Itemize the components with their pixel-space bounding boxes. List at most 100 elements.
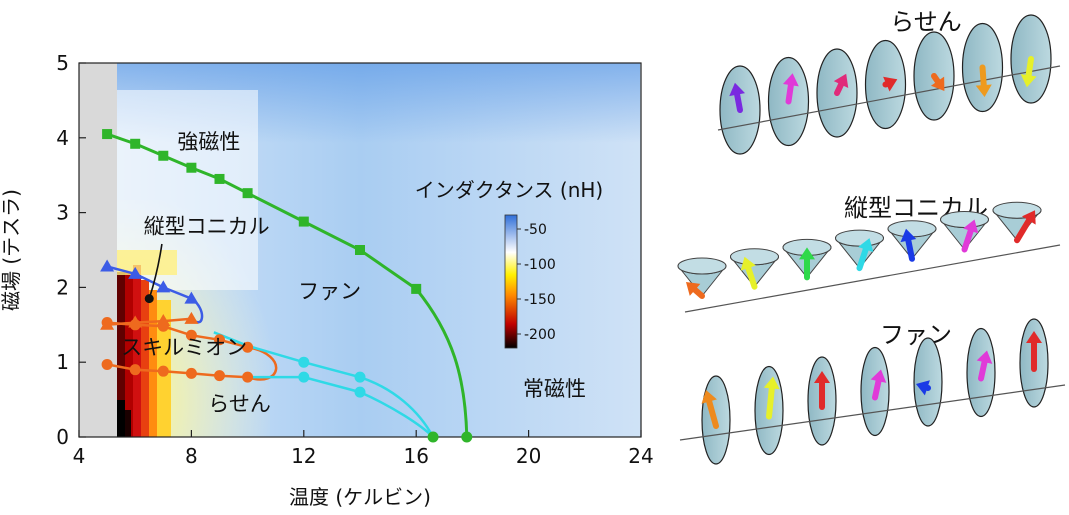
orange-upper-marker-2 (157, 320, 169, 332)
region-label-2: スキルミオン (121, 336, 247, 360)
colorbar-tick-label-3: -200 (524, 327, 556, 343)
region-label-4: 常磁性 (523, 377, 586, 401)
colorbar-tick-label-2: -150 (524, 292, 556, 308)
helix-arrow-2-head (833, 73, 849, 88)
cone-arrow-4 (900, 228, 917, 262)
cyan-upper-marker-1 (354, 371, 366, 383)
helix-arrow-4-head (930, 76, 945, 91)
orange-tri-marker-3 (184, 311, 199, 324)
orange-lower-marker-4 (214, 370, 225, 382)
helix-arrow-5 (975, 64, 992, 98)
cone-arrow-5-shaft (961, 227, 974, 253)
orange-lower-marker-2 (157, 365, 169, 377)
orange-upper-marker-0 (101, 317, 113, 329)
cone-rim-0 (677, 257, 727, 275)
colorbar-title: インダクタンス (nH) (415, 178, 603, 202)
cone-arrow-0-head (686, 282, 701, 296)
fan-arrow-1-shaft (766, 385, 775, 420)
orange-upper-marker-5 (242, 341, 254, 353)
orange-lower-marker-5 (242, 371, 254, 383)
blue-marker-3 (184, 291, 199, 304)
y-tick-label-1: 1 (56, 350, 69, 374)
cone-arrow-4-shaft (905, 237, 915, 262)
cone-rim-1 (730, 248, 779, 266)
fan-arrow-2-head (814, 371, 830, 383)
fan-arrow-3-shaft (872, 378, 882, 401)
helix-arrow-0 (729, 82, 745, 113)
helix-arrow-1-shaft (785, 82, 794, 105)
orange-lower-marker-1 (129, 364, 141, 376)
cone-arrow-4-head (900, 228, 917, 243)
fan-arrow-3-head (870, 369, 887, 383)
cone-arrow-2-head (799, 247, 815, 260)
orange-upper-marker-1 (129, 319, 141, 331)
fan-arrow-4 (916, 380, 931, 396)
cone-arrow-3-head (858, 238, 874, 253)
cone-arrow-5 (961, 219, 979, 253)
y-tick-label-0: 0 (56, 425, 69, 449)
helix-arrow-0-head (729, 82, 745, 97)
fan-panel: ファン (679, 318, 1066, 465)
y-tick-label-4: 4 (56, 126, 69, 150)
cone-arrow-0 (686, 282, 705, 299)
helix-arrow-1 (782, 73, 799, 105)
colorbar-ticks: -50 -100 -150 -200 (517, 222, 556, 343)
helix-arrow-3 (882, 76, 898, 92)
helix-arrow-5-head (975, 84, 992, 98)
cone-rim-3 (835, 229, 884, 247)
fan-arrow-3 (870, 369, 887, 401)
cone-axis (684, 244, 1061, 313)
orange-lower-marker-3 (185, 367, 197, 379)
annotation-pointer-0 (148, 243, 163, 299)
fan-axis (679, 384, 1066, 441)
helix-arrow-4 (930, 73, 945, 91)
green-marker-5 (242, 188, 253, 199)
conical-panel: 縦型コニカル (677, 194, 1061, 313)
cyan-end-marker (427, 431, 439, 443)
y-tick-label-5: 5 (56, 51, 69, 75)
x-tick-label-2: 12 (291, 444, 316, 468)
fan-arrow-6-head (1026, 331, 1042, 343)
cone-arrow-2 (799, 247, 815, 281)
orange-lower-marker-0 (101, 358, 113, 370)
green-end-marker (461, 431, 473, 443)
fan-arrow-0-head (701, 390, 717, 404)
fan-arrow-0-shaft (706, 398, 719, 429)
region-label-3: らせん (208, 392, 271, 416)
cyan-lower-marker-1 (354, 386, 366, 398)
cone-arrow-3 (856, 238, 874, 272)
orange-upper-marker-3 (185, 329, 197, 341)
fan-title: ファン (880, 321, 952, 349)
helix-arrow-2-shaft (834, 81, 845, 96)
x-axis-label: 温度 (ケルビン) (289, 485, 431, 509)
cyan-lower-marker-0 (298, 371, 310, 383)
cone-arrow-5-head (963, 219, 979, 234)
region-label-1: ファン (298, 280, 361, 304)
heatmap-background (79, 63, 641, 437)
fan-arrow-5 (976, 350, 993, 382)
colorbar: インダクタンス (nH) -50 -100 -150 -200 (415, 178, 603, 349)
helix-arrow-6 (1020, 56, 1037, 88)
fan-arrow-2 (814, 371, 830, 410)
blue-marker-0 (100, 259, 115, 272)
helix-arrow-2 (833, 73, 849, 96)
fan-arrow-4-head (916, 380, 930, 396)
cone-arrow-1 (740, 256, 758, 290)
green-marker-7 (355, 245, 365, 255)
cone-rim-4 (887, 220, 937, 238)
colorbar-tick-label-1: -100 (524, 257, 556, 273)
annotation-label-0: 縦型コニカル (144, 215, 270, 239)
cone-arrow-6 (1014, 210, 1036, 244)
helix-arrow-1-head (782, 73, 799, 87)
series-markers (100, 129, 473, 443)
helix-arrow-5-shaft (979, 64, 987, 89)
x-tick-label-1: 8 (185, 444, 198, 468)
cone-rim-5 (940, 211, 989, 228)
fan-arrow-5-shaft (978, 359, 988, 382)
x-tick-label-5: 24 (628, 444, 653, 468)
helix-arrow-6-shaft (1025, 56, 1034, 79)
orange-upper-marker-4 (214, 334, 225, 346)
spin-structure-panels: らせん 縦型コニカル ファン (677, 8, 1066, 465)
